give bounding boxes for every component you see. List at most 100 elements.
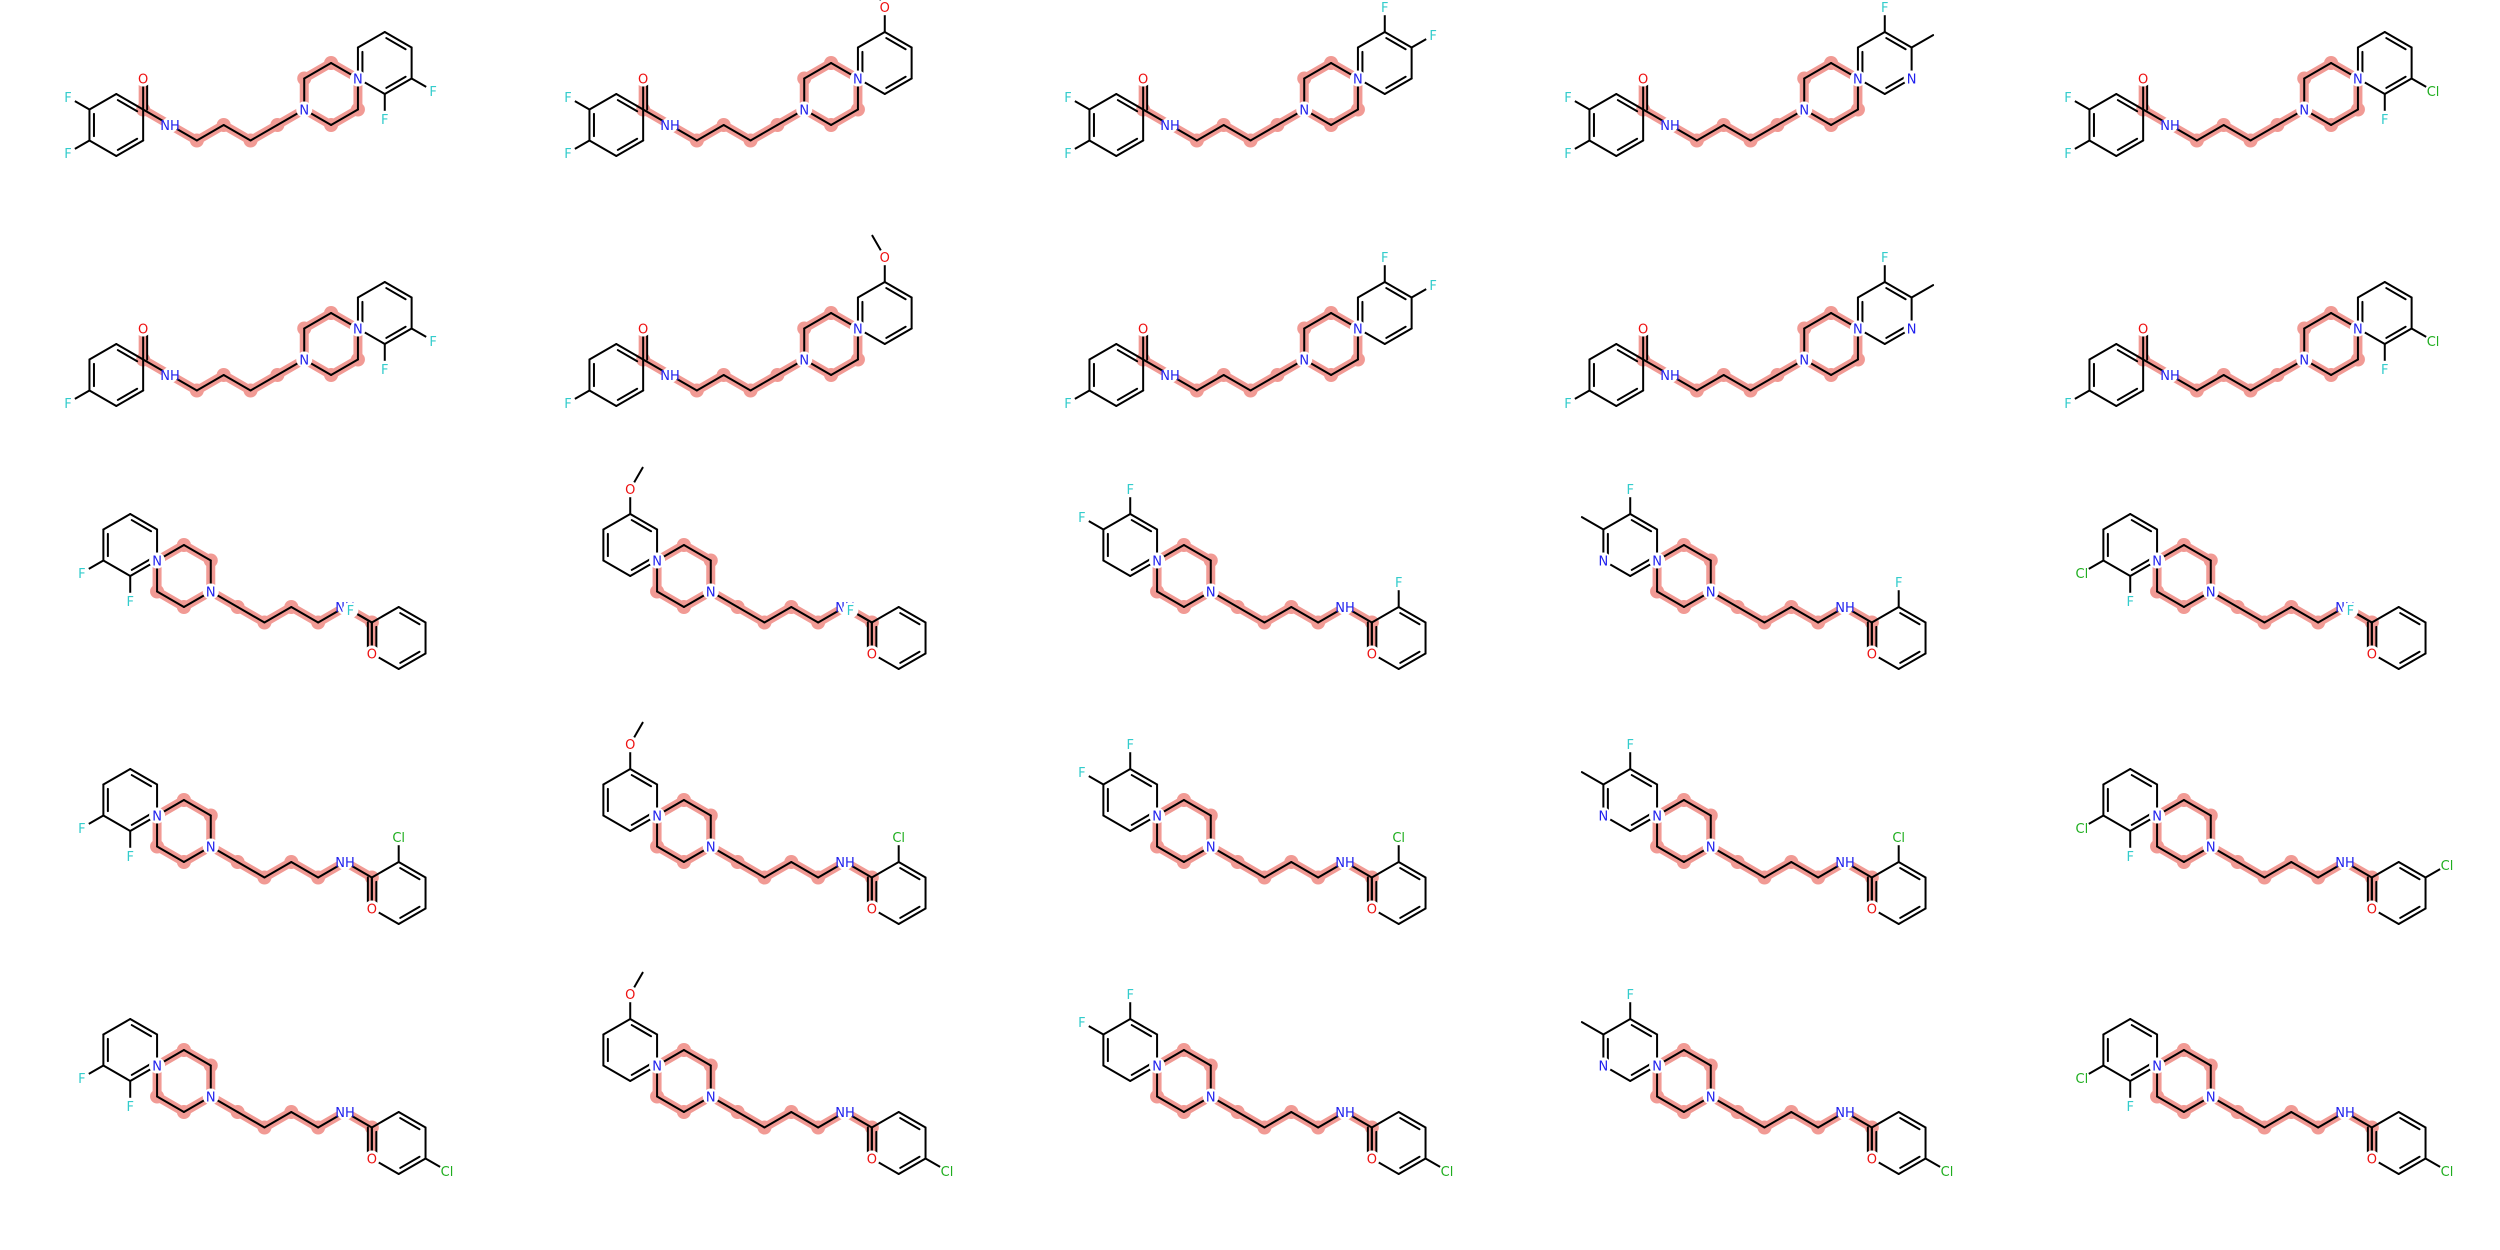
bond	[899, 905, 921, 919]
bond	[1885, 37, 1907, 51]
bond	[897, 1111, 927, 1129]
piperazine-nitrogen: N	[2152, 1060, 2162, 1075]
bond	[2385, 287, 2407, 301]
bond	[1356, 31, 1386, 49]
bond	[1263, 861, 1293, 879]
bond	[803, 62, 833, 80]
fluorine-atom: F	[1626, 483, 1633, 498]
oxygen-atom: O	[367, 903, 377, 918]
bond	[1129, 1018, 1159, 1036]
bond	[116, 387, 139, 401]
fluorine-atom: F	[64, 147, 71, 162]
bond	[399, 612, 421, 626]
bond-layer	[66, 0, 2449, 1175]
label-background	[702, 1088, 719, 1105]
bond	[1830, 108, 1859, 126]
bond	[695, 374, 725, 392]
chlorine-atom: Cl	[2427, 335, 2440, 350]
label-background	[1796, 351, 1813, 368]
bond	[397, 652, 427, 670]
piperazine-nitrogen: N	[1706, 841, 1716, 856]
bond	[2356, 281, 2386, 299]
oxygen-atom: O	[1367, 648, 1377, 663]
label-background	[1559, 394, 1576, 411]
bond	[1616, 137, 1639, 151]
bond	[749, 124, 779, 142]
label-background	[2202, 838, 2219, 855]
label-background	[1849, 70, 1866, 87]
bond	[2116, 137, 2139, 151]
bond	[1830, 358, 1859, 376]
amide-nh: NH	[835, 1106, 855, 1121]
bond	[2102, 513, 2132, 531]
bond	[2130, 812, 2153, 826]
chlorine-atom: Cl	[1392, 831, 1405, 846]
bond	[629, 768, 659, 786]
bond	[2102, 1018, 2132, 1036]
bond	[1897, 907, 1927, 925]
bond	[195, 374, 225, 392]
label-background	[863, 1150, 880, 1167]
label-background	[2073, 564, 2090, 581]
label-background	[122, 1097, 139, 1114]
label-background	[1649, 807, 1666, 824]
bond	[385, 75, 407, 89]
piperazine-nitrogen: N	[2152, 555, 2162, 570]
piperazine-nitrogen: N	[799, 354, 809, 369]
bond	[1182, 799, 1212, 817]
label-background	[342, 602, 359, 619]
bond	[1397, 861, 1427, 879]
bond	[1856, 31, 1886, 49]
bond	[2236, 861, 2266, 879]
bond	[2397, 652, 2427, 670]
oxygen-atom: O	[625, 988, 635, 1003]
bond	[1195, 124, 1225, 142]
label-background	[2363, 645, 2380, 662]
label-background	[122, 592, 139, 609]
label-background	[2376, 110, 2393, 127]
bond	[1236, 1111, 1266, 1129]
bond	[1682, 1049, 1712, 1067]
label-background	[1202, 1088, 1219, 1105]
bond	[1397, 606, 1427, 624]
fluorine-atom: F	[1881, 251, 1888, 266]
label-background	[796, 351, 813, 368]
bond	[870, 606, 900, 624]
amide-nh: NH	[2160, 369, 2180, 384]
bond	[1602, 513, 1632, 531]
amide-nh: NH	[2335, 1106, 2355, 1121]
oxygen-atom: O	[2138, 73, 2148, 88]
bond	[1102, 513, 1132, 531]
piperazine-nitrogen: N	[1152, 555, 1162, 570]
label-background	[135, 70, 152, 87]
label-background	[702, 583, 719, 600]
fluorine-atom: F	[126, 595, 133, 610]
bond	[2399, 1117, 2421, 1131]
bond	[616, 349, 639, 363]
bond	[602, 559, 632, 577]
label-background	[1363, 900, 1380, 917]
fluorine-atom: F	[1064, 397, 1071, 412]
label-background	[425, 332, 442, 349]
bond	[397, 861, 427, 879]
bond	[130, 1062, 153, 1076]
bond	[1616, 349, 1639, 363]
label-background	[1425, 277, 1442, 294]
bond	[1115, 139, 1145, 157]
piperazine-nitrogen: N	[853, 323, 863, 338]
bond	[1249, 374, 1279, 392]
bond	[1222, 374, 1252, 392]
bond	[2399, 612, 2421, 626]
fluorine-atom: F	[847, 604, 854, 619]
fluorine-atom: F	[2064, 91, 2071, 106]
bond	[383, 31, 413, 49]
bond	[1222, 124, 1252, 142]
label-background	[1622, 736, 1639, 753]
label-background	[59, 144, 76, 161]
bond	[399, 905, 421, 919]
label-background	[2425, 332, 2442, 349]
piperazine-nitrogen: N	[706, 1091, 716, 1106]
label-background	[2439, 857, 2456, 874]
fluorine-atom: F	[564, 147, 571, 162]
bond	[116, 137, 139, 151]
